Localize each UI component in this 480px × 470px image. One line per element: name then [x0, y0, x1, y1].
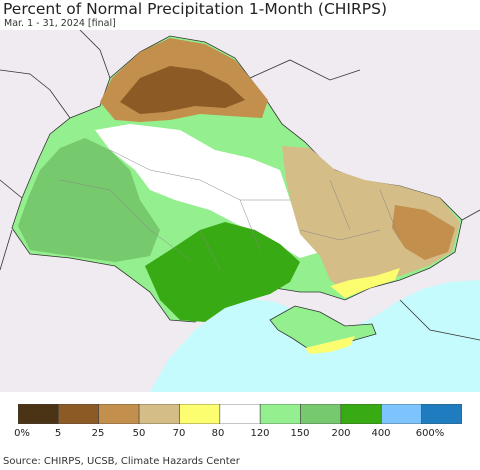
south-green-zone [145, 222, 300, 322]
legend-swatch-10 [421, 404, 462, 424]
east-dry-zone [282, 146, 460, 292]
west-green-zone [18, 138, 160, 262]
legend-label-5: 80 [211, 428, 225, 439]
north-very-dry-core [120, 66, 245, 114]
legend-label-3: 50 [132, 428, 146, 439]
legend-label-10: 600% [415, 428, 445, 439]
legend-swatch-4 [179, 404, 221, 424]
legend-label-2: 25 [91, 428, 105, 439]
legend-swatch-3 [138, 404, 180, 424]
legend-swatch-7 [300, 404, 342, 424]
legend-swatch-6 [259, 404, 301, 424]
legend-swatch-0 [18, 404, 59, 424]
precipitation-map [0, 30, 480, 392]
east-darker-patch [392, 205, 455, 260]
legend-label-8: 200 [331, 428, 351, 439]
oblast-boundaries [59, 149, 401, 271]
legend-label-4: 70 [172, 428, 186, 439]
legend-swatch-8 [340, 404, 382, 424]
legend-label-6: 120 [250, 428, 270, 439]
source-credit: Source: CHIRPS, UCSB, Climate Hazards Ce… [3, 456, 240, 467]
legend-bar [18, 404, 462, 424]
legend-swatch-9 [380, 404, 422, 424]
crimea-south-yellow [305, 336, 355, 354]
legend-label-9: 400 [371, 428, 391, 439]
legend-label-0: 0% [14, 428, 30, 439]
east-yellow-fringe [330, 268, 400, 298]
legend-swatch-5 [219, 404, 261, 424]
legend-swatch-1 [58, 404, 100, 424]
neighbour-borders [0, 30, 480, 341]
legend-swatch-2 [98, 404, 140, 424]
map-subtitle: Mar. 1 - 31, 2024 [final] [4, 18, 116, 29]
legend-label-7: 150 [290, 428, 310, 439]
map-title: Percent of Normal Precipitation 1-Month … [3, 0, 387, 18]
legend-label-1: 5 [54, 428, 62, 439]
white-belt [95, 124, 320, 258]
